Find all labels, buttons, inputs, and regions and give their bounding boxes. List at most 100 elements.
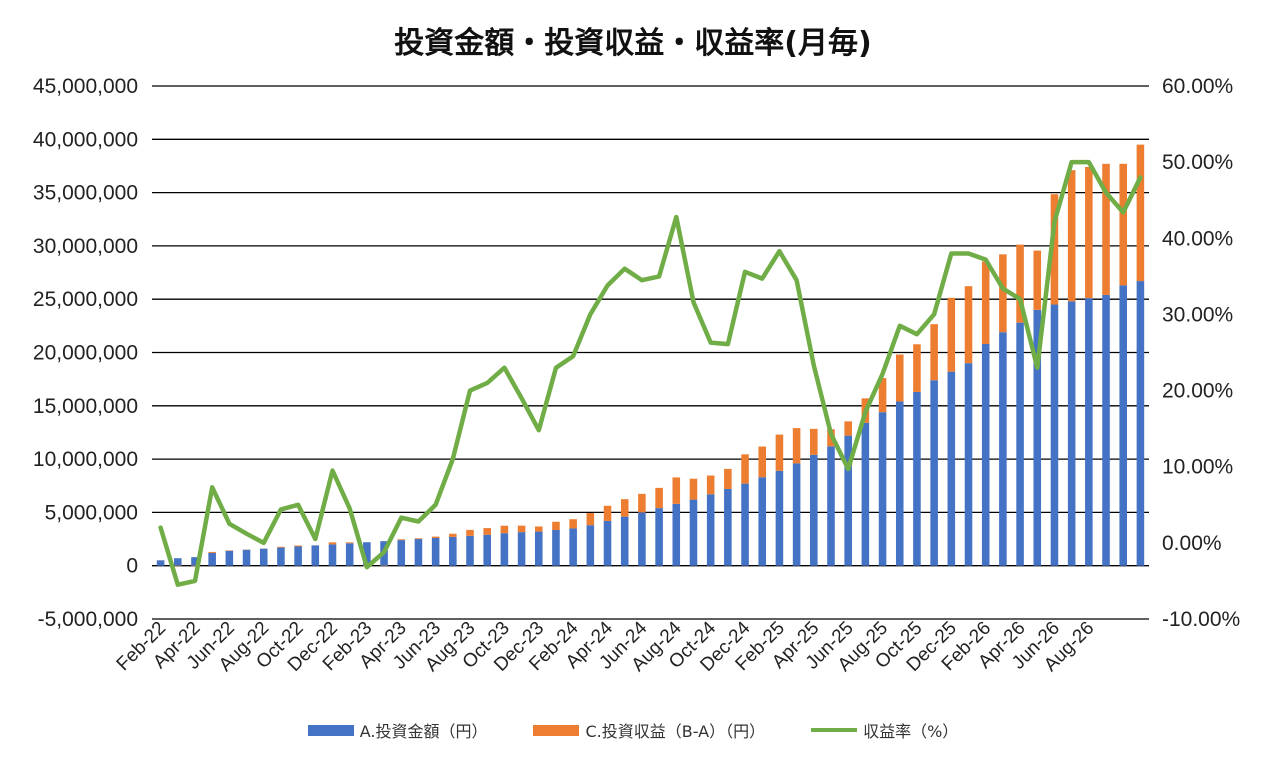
bar-investment (672, 503, 681, 566)
bar-investment (449, 536, 457, 566)
bar-investment (363, 542, 371, 566)
bar-profit (569, 519, 577, 529)
bar-investment (431, 537, 440, 566)
legend-swatch-investment (307, 724, 354, 736)
bar-investment (895, 401, 904, 566)
bar-profit (775, 434, 784, 471)
bar-investment (792, 463, 801, 566)
bar-investment (191, 557, 199, 566)
bar-profit (930, 324, 938, 381)
bar-investment (517, 532, 526, 566)
bar-profit (672, 477, 681, 504)
bar-investment (1050, 304, 1059, 566)
bar-profit (792, 428, 801, 464)
bar-profit (1016, 244, 1024, 323)
bar-profit (1050, 194, 1059, 305)
bar-profit (981, 261, 990, 344)
bar-investment (311, 545, 320, 566)
bar-investment (913, 391, 921, 566)
bar-profit (277, 546, 285, 548)
y-left-tick-label: 25,000,000 (33, 288, 138, 311)
bar-profit (1085, 167, 1093, 299)
bar-investment (655, 508, 663, 566)
bar-profit (1033, 250, 1042, 310)
bar-profit (208, 551, 216, 553)
line-return-rate (158, 159, 1143, 587)
bar-profit (431, 536, 440, 538)
bar-profit (947, 297, 956, 372)
bar-profit (517, 525, 526, 533)
bar-profit (999, 254, 1007, 333)
legend-label-profit: C.投資収益（B-A）（円） (585, 722, 766, 741)
y-right-tick-label: 20.00% (1162, 380, 1233, 403)
bar-profit (741, 454, 749, 484)
bar-investment (861, 422, 870, 566)
bar-investment (225, 550, 234, 566)
bar-profit (1067, 170, 1076, 302)
legend-label-investment: A.投資金額（円） (359, 722, 488, 741)
bar-investment (844, 435, 852, 566)
bar-investment (586, 525, 595, 566)
bar-profit (1136, 144, 1145, 282)
bar-investment (534, 531, 543, 566)
bar-investment (466, 535, 474, 566)
bar-profit (724, 468, 732, 489)
y-right-tick-label: 40.00% (1162, 227, 1233, 250)
bar-investment (981, 343, 990, 566)
legend: A.投資金額（円） C.投資収益（B-A）（円） 収益率（%） (0, 718, 1266, 742)
bar-profit (414, 538, 423, 540)
bar-investment (174, 558, 182, 566)
bar-investment (741, 483, 749, 566)
bar-profit (345, 542, 354, 544)
bar-profit (483, 528, 491, 535)
y-left-tick-label: 10,000,000 (33, 448, 138, 471)
y-right-tick-label: 60.00% (1162, 75, 1233, 98)
bar-investment (1016, 322, 1024, 566)
bar-investment (620, 516, 629, 566)
y-left-tick-label: 30,000,000 (33, 235, 138, 258)
legend-swatch-return-rate (811, 728, 858, 732)
y-right-tick-label: 0.00% (1162, 532, 1222, 555)
bar-profit (620, 499, 629, 517)
bar-profit (913, 344, 921, 392)
y-left-tick-label: 35,000,000 (33, 182, 138, 205)
bar-investment (638, 512, 646, 566)
bar-investment (242, 549, 251, 566)
bar-investment (827, 446, 835, 566)
bar-profit (810, 428, 818, 455)
bar-investment (810, 454, 818, 566)
bar-profit (758, 446, 767, 478)
y-right-tick-label: -10.00% (1162, 608, 1240, 631)
bar-profit (964, 286, 973, 364)
bar-investment (724, 488, 732, 566)
bar-profit (449, 533, 457, 537)
y-left-tick-label: 15,000,000 (33, 395, 138, 418)
bar-investment (1085, 298, 1093, 566)
legend-swatch-profit (533, 724, 580, 736)
legend-item-return-rate: 収益率（%） (811, 718, 958, 742)
bar-investment (294, 546, 302, 566)
bar-profit (1102, 163, 1110, 295)
bar-profit (603, 505, 612, 521)
bar-investment (758, 477, 767, 566)
bar-profit (586, 513, 595, 526)
bar-profit (689, 478, 698, 500)
bar-investment (1067, 301, 1076, 566)
bar-profit (844, 421, 852, 436)
bar-investment (156, 560, 165, 566)
bar-profit (397, 539, 406, 541)
bar-investment (1136, 281, 1145, 566)
bar-investment (414, 539, 423, 566)
bar-profit (1119, 163, 1127, 286)
bar-investment (345, 543, 354, 566)
y-left-tick-label: 40,000,000 (33, 128, 138, 151)
y-left-tick-label: -5,000,000 (38, 608, 138, 631)
bar-investment (277, 547, 285, 566)
bar-investment (483, 534, 491, 566)
legend-item-profit: C.投資収益（B-A）（円） (533, 718, 765, 742)
bar-investment (208, 552, 216, 566)
y-left-tick-label: 45,000,000 (33, 75, 138, 98)
bar-investment (1102, 294, 1110, 566)
y-left-tick-label: 0 (126, 555, 138, 578)
